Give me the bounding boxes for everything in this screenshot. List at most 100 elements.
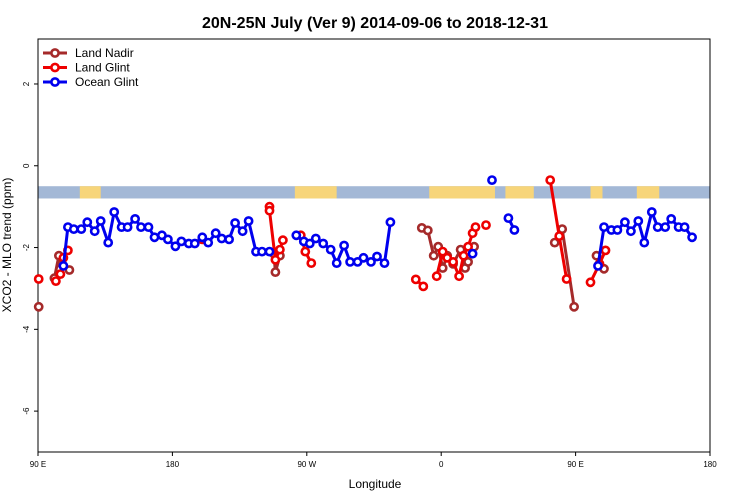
- land-nadir-point: [270, 267, 281, 277]
- ocean-glint-point: [230, 218, 240, 228]
- ocean-glint-point: [170, 241, 181, 252]
- legend-swatch-marker: [50, 62, 60, 73]
- ocean-glint-point: [646, 207, 657, 217]
- land-patch: [505, 186, 534, 199]
- land-nadir-point: [463, 256, 473, 267]
- y-tick-label: -4: [22, 325, 31, 333]
- land-nadir-point: [33, 301, 44, 312]
- x-tick-label: 180: [703, 460, 717, 469]
- ocean-glint-point: [122, 222, 133, 232]
- x-tick-label: 0: [439, 460, 444, 469]
- legend-label: Ocean Glint: [75, 75, 139, 89]
- ocean-glint-point: [331, 258, 342, 268]
- legend-item-land-glint: Land Glint: [43, 61, 130, 75]
- series-ocean-glint: [58, 175, 697, 271]
- y-tick-label: -6: [22, 407, 31, 415]
- ocean-glint-point: [89, 226, 100, 237]
- ocean-glint-point: [639, 237, 650, 248]
- ocean-glint-point: [143, 222, 154, 232]
- ocean-glint-point: [203, 237, 214, 248]
- ocean-glint-point: [304, 238, 315, 249]
- land-nadir-point: [422, 225, 433, 236]
- ocean-glint-point: [224, 234, 234, 245]
- land-glint-point: [463, 241, 473, 252]
- ocean-glint-point: [325, 244, 336, 255]
- ocean-glint-point: [76, 224, 87, 234]
- ocean-glint-point: [149, 232, 160, 243]
- ocean-glint-point: [243, 216, 254, 226]
- land-glint-point: [448, 256, 458, 267]
- ocean-glint-point: [237, 226, 248, 237]
- ocean-glint-point: [593, 260, 603, 271]
- ocean-glint-point: [633, 216, 644, 226]
- ocean-glint-point: [660, 222, 671, 232]
- x-tick-label: 180: [166, 460, 180, 469]
- ocean-glint-point: [216, 233, 227, 244]
- legend-item-ocean-glint: Ocean Glint: [43, 75, 139, 89]
- ocean-glint-point: [666, 213, 677, 224]
- ocean-glint-point: [509, 225, 520, 235]
- ocean-glint-point: [345, 256, 355, 267]
- ocean-glint-point: [189, 238, 200, 249]
- ocean-glint-point: [210, 228, 221, 239]
- ocean-glint-point: [68, 224, 79, 234]
- land-glint-point: [458, 250, 469, 261]
- ocean-glint-point: [103, 237, 114, 248]
- legend-swatch-marker: [50, 48, 60, 58]
- ocean-glint-point: [372, 251, 382, 262]
- land-nadir-point: [428, 250, 439, 261]
- ocean-glint-point: [130, 213, 140, 224]
- land-glint-point: [470, 222, 481, 232]
- ocean-glint-point: [679, 222, 690, 232]
- ocean-glint-point: [264, 246, 275, 257]
- land-patch: [636, 186, 660, 199]
- y-tick-label: 2: [22, 81, 31, 86]
- land-patch: [294, 186, 337, 199]
- y-tick-label: 0: [22, 163, 31, 168]
- ocean-glint-point: [652, 222, 663, 232]
- land-glint-point: [561, 274, 572, 284]
- y-tick-label: -2: [22, 243, 31, 251]
- x-tick-label: 90 E: [30, 460, 46, 469]
- ocean-glint-point: [487, 175, 497, 185]
- ocean-glint-point: [358, 252, 369, 263]
- land-nadir-point: [549, 237, 560, 248]
- ocean-glint-point: [82, 217, 93, 228]
- ocean-strip: [38, 186, 710, 199]
- land-glint-point: [270, 254, 281, 265]
- x-tick-label: 90 W: [297, 460, 316, 469]
- plot-frame: [37, 38, 711, 453]
- land-glint-point: [585, 277, 596, 288]
- land-glint-point: [600, 245, 611, 256]
- ocean-glint-point: [385, 217, 396, 228]
- land-glint-point: [300, 246, 311, 257]
- land-glint-point: [33, 274, 44, 284]
- ocean-glint-point: [687, 232, 697, 243]
- series-land-nadir: [33, 222, 609, 312]
- ocean-glint-point: [379, 258, 390, 268]
- land-glint-point: [437, 246, 448, 257]
- y-axis-label: XCO2 - MLO trend (ppm): [0, 178, 14, 313]
- land-glint-point: [554, 231, 565, 241]
- ocean-glint-point: [109, 207, 120, 217]
- ocean-glint-point: [467, 248, 478, 259]
- land-glint-point: [431, 271, 442, 282]
- x-axis-label: Longitude: [349, 477, 402, 491]
- ocean-glint-point: [291, 230, 302, 241]
- land-glint-point: [277, 235, 288, 246]
- land-glint-point: [274, 244, 285, 255]
- map-band: [38, 186, 710, 199]
- ocean-glint-point: [95, 216, 106, 226]
- land-patch: [429, 186, 495, 199]
- land-glint-point: [55, 269, 66, 279]
- ocean-glint-point: [366, 256, 376, 267]
- ocean-glint-point: [257, 246, 267, 257]
- land-glint-point: [264, 205, 275, 216]
- land-glint-point: [410, 274, 421, 285]
- legend-label: Land Nadir: [75, 46, 134, 60]
- land-glint-point: [481, 220, 491, 230]
- land-nadir-point: [569, 301, 579, 312]
- land-glint-point: [306, 258, 317, 268]
- legend-swatch-marker: [50, 77, 60, 87]
